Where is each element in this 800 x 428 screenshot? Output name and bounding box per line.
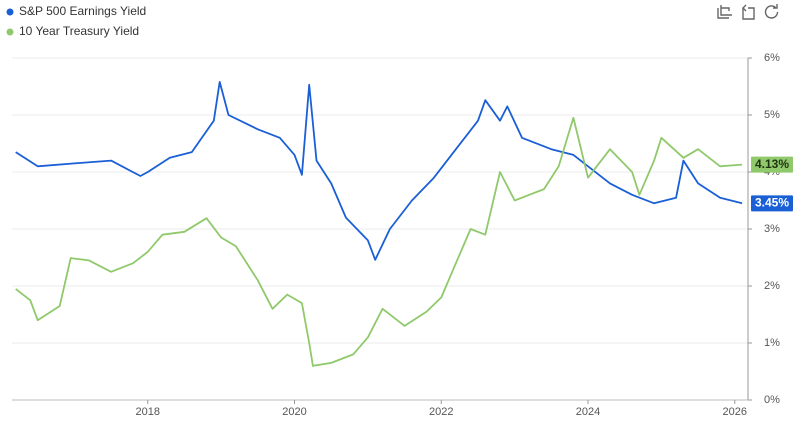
last-value-label: 3.45% (755, 196, 789, 210)
last-value-badge (751, 156, 793, 173)
x-tick-label: 2024 (576, 406, 600, 418)
reset-zoom-icon[interactable] (742, 4, 755, 20)
zoom-icon[interactable] (717, 5, 732, 19)
toolbar (717, 4, 779, 20)
legend-label: S&P 500 Earnings Yield (19, 4, 146, 18)
y-tick-label: 1% (764, 337, 780, 349)
y-tick-label: 6% (764, 52, 780, 64)
last-value-badge (751, 195, 793, 212)
x-tick-label: 2020 (282, 406, 306, 418)
last-value-label: 4.13% (755, 157, 789, 171)
y-tick-label: 2% (764, 280, 780, 292)
x-tick-label: 2018 (136, 406, 160, 418)
y-tick-label: 0% (764, 394, 780, 406)
refresh-icon[interactable] (764, 4, 779, 19)
legend-marker (6, 8, 14, 16)
series-line (15, 81, 743, 261)
y-tick-label: 3% (764, 223, 780, 235)
legend-label: 10 Year Treasury Yield (19, 24, 139, 38)
series-line (15, 116, 743, 367)
legend-marker (6, 28, 14, 36)
x-tick-label: 2026 (723, 406, 747, 418)
y-tick-label: 5% (764, 109, 780, 121)
x-tick-label: 2022 (429, 406, 453, 418)
